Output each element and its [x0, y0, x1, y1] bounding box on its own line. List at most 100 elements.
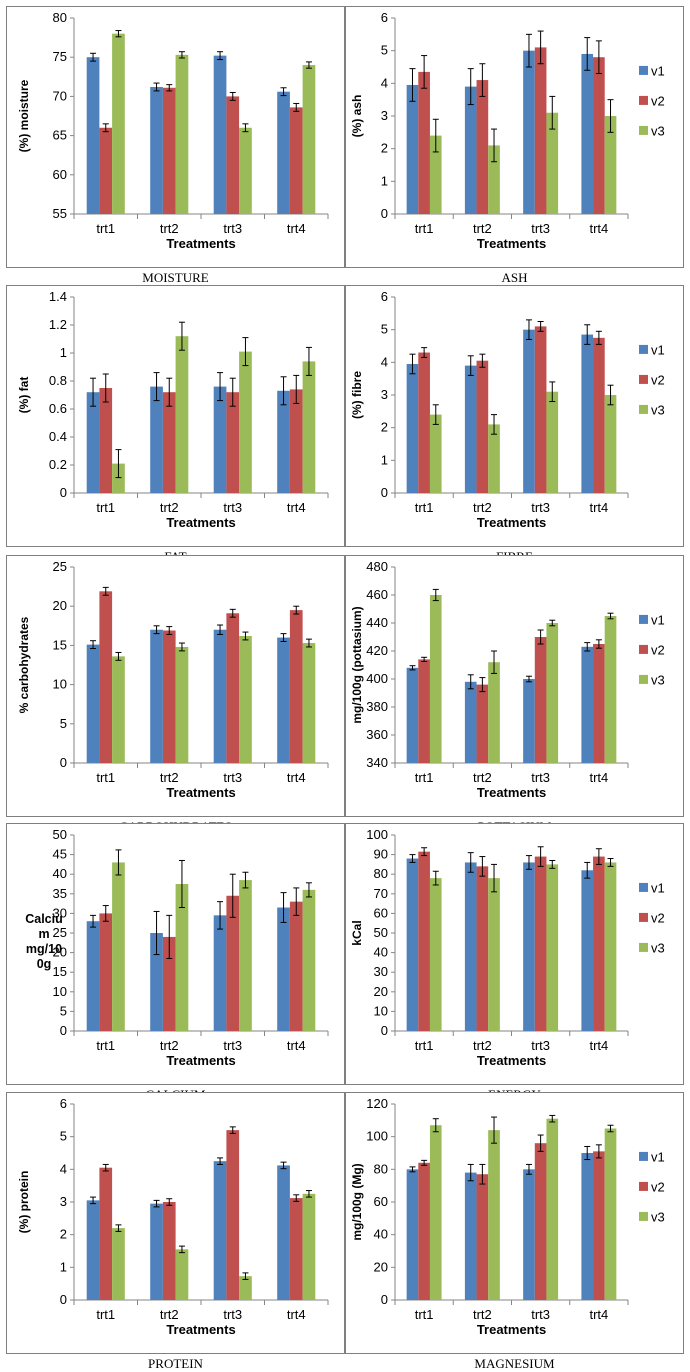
bar-v1-trt1 [86, 392, 100, 493]
bar-v1-trt3 [213, 915, 227, 1031]
legend-label-v2: v2 [651, 642, 665, 657]
bar-v2-trt3 [226, 613, 240, 763]
category-label: trt2 [160, 500, 179, 515]
y-axis-title: (%) moisture [17, 79, 31, 152]
bar-v2-trt1 [418, 851, 430, 1031]
y-axis-title: mg/100g (Mg) [350, 1163, 364, 1240]
bar-v1-trt2 [464, 681, 477, 763]
x-axis-title: Treatments [477, 236, 546, 251]
category-label: trt2 [473, 1038, 492, 1053]
bar-v2-trt3 [534, 856, 547, 1031]
y-tick-label: 1.2 [49, 317, 67, 332]
y-tick-label: 1 [60, 1259, 67, 1274]
chart-svg: 0 20 40 60 80 100 120 trt1 trt2 trt3 trt4 Treatment… [345, 1092, 684, 1354]
bar-v3-trt2 [488, 145, 500, 214]
chart-svg: 0 5 10 15 20 25 trt1 trt2 trt3 trt4 Treatments % ca… [6, 555, 345, 817]
chart-border [345, 6, 684, 268]
category-label: trt4 [287, 500, 306, 515]
bar-v2-trt4 [593, 337, 605, 493]
category-label: trt3 [531, 221, 550, 236]
x-axis-title: Treatments [477, 515, 546, 530]
chart-svg: 0 1 2 3 4 5 6 trt1 trt2 trt3 trt4 Treatments (%) pro… [6, 1092, 345, 1354]
category-label: trt2 [473, 770, 492, 785]
legend-label-v3: v3 [651, 672, 665, 687]
bar-v2-trt1 [99, 1167, 113, 1300]
y-tick-label: 0.4 [49, 429, 67, 444]
chart-border [345, 1092, 684, 1354]
chart-caption: MOISTURE [142, 270, 209, 285]
bar-v3-trt3 [546, 864, 559, 1031]
bar-v3-trt2 [488, 424, 500, 493]
y-axis-title: (%) ash [350, 95, 364, 138]
y-tick-label: 380 [366, 699, 388, 714]
y-tick-label: 40 [374, 945, 388, 960]
y-tick-label: 440 [366, 615, 388, 630]
category-label: trt1 [96, 1038, 115, 1053]
y-axis-title: mg/100g (pottasium) [350, 606, 364, 723]
bar-v2-trt4 [289, 107, 303, 214]
legend-label-v3: v3 [651, 940, 665, 955]
bar-v3-trt4 [302, 1193, 316, 1300]
bar-v3-trt3 [546, 112, 559, 214]
y-tick-label: 6 [60, 1096, 67, 1111]
bar-v2-trt1 [418, 71, 430, 215]
y-tick-label: 4 [381, 75, 388, 90]
chart-border [345, 555, 684, 817]
y-tick-label: 6 [381, 289, 388, 304]
bar-v2-trt3 [226, 895, 240, 1031]
y-tick-label: 0 [60, 755, 67, 770]
y-tick-label: 50 [374, 925, 388, 940]
y-tick-label: 20 [374, 984, 388, 999]
y-tick-label: 400 [366, 671, 388, 686]
y-tick-label: 5 [60, 1003, 67, 1018]
bar-v2-trt2 [476, 1174, 489, 1300]
category-label: trt1 [96, 1307, 115, 1322]
category-label: trt2 [160, 770, 179, 785]
bar-v1-trt3 [523, 862, 535, 1031]
bar-v3-trt1 [112, 463, 125, 493]
bar-v3-trt4 [302, 889, 316, 1031]
bar-v2-trt2 [162, 392, 176, 493]
chart-caption: ASH [501, 270, 528, 285]
y-tick-label: 15 [53, 637, 67, 652]
bar-v2-trt1 [418, 1162, 430, 1300]
y-tick-label: 40 [374, 1227, 388, 1242]
bar-v3-trt2 [488, 1130, 500, 1300]
category-label: trt4 [589, 500, 608, 515]
chart-svg: 0 10 20 30 40 50 60 70 80 90 100 trt1 trt2 trt3 trt4 Tr… [345, 823, 684, 1085]
y-tick-label: 10 [53, 984, 67, 999]
y-tick-label: 3 [60, 1194, 67, 1209]
category-label: trt1 [96, 500, 115, 515]
bar-v3-trt1 [429, 1125, 442, 1300]
category-label: trt4 [589, 1307, 608, 1322]
bar-v2-trt2 [162, 630, 176, 763]
y-tick-label: 25 [53, 925, 67, 940]
x-axis-title: Treatments [166, 236, 235, 251]
category-label: trt3 [531, 770, 550, 785]
y-tick-label: 340 [366, 755, 388, 770]
bar-v1-trt2 [464, 365, 477, 493]
bar-v1-trt1 [86, 644, 100, 763]
bar-v3-trt3 [239, 635, 252, 763]
bar-v1-trt2 [150, 386, 163, 493]
bar-v1-trt3 [213, 1161, 227, 1300]
y-tick-label: 55 [53, 206, 67, 221]
y-tick-label: 40 [53, 866, 67, 881]
y-tick-label: 80 [374, 866, 388, 881]
bar-v3-trt4 [604, 116, 617, 214]
bar-v3-trt2 [175, 646, 189, 763]
x-axis-title: Treatments [166, 1053, 235, 1068]
y-tick-label: 60 [53, 167, 67, 182]
bar-v1-trt3 [523, 50, 535, 214]
chart-panel-energy: 0 10 20 30 40 50 60 70 80 90 100 trt1 trt2 trt3 trt4 Tr… [345, 823, 684, 1102]
y-tick-label: 0 [381, 1023, 388, 1038]
bar-v1-trt4 [277, 637, 290, 763]
legend-label-v2: v2 [651, 910, 665, 925]
y-tick-label: 2 [381, 141, 388, 156]
y-tick-label: 25 [53, 559, 67, 574]
y-tick-label: 480 [366, 559, 388, 574]
y-tick-label: 2 [381, 420, 388, 435]
y-tick-label: 0.2 [49, 457, 67, 472]
legend-swatch-v3 [639, 404, 648, 414]
bar-v2-trt3 [226, 96, 240, 214]
